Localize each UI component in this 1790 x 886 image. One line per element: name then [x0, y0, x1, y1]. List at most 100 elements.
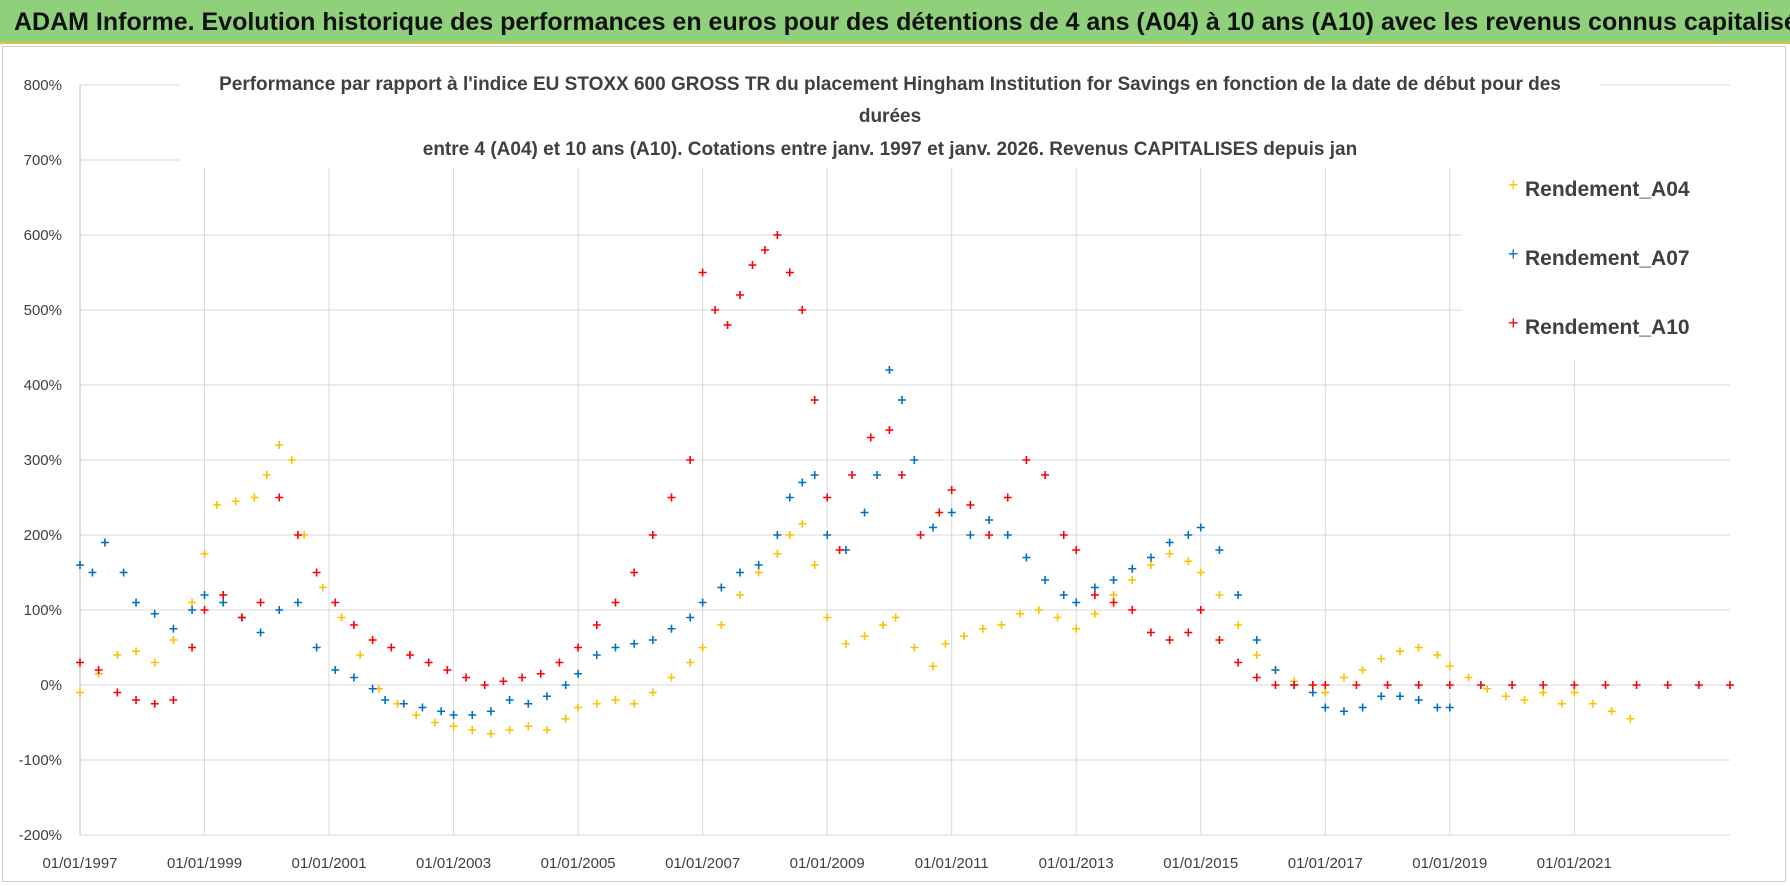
- series-rendement-a04: [76, 441, 1635, 738]
- data-point: [574, 643, 583, 652]
- data-point: [250, 493, 259, 502]
- data-point: [430, 718, 439, 727]
- data-point: [1146, 628, 1155, 637]
- data-point: [1252, 651, 1261, 659]
- data-point: [76, 658, 84, 667]
- data-point: [736, 291, 744, 299]
- data-point: [1508, 681, 1517, 689]
- data-point: [910, 643, 919, 652]
- data-point: [966, 501, 975, 509]
- data-point: [462, 673, 471, 682]
- data-point: [113, 688, 122, 697]
- y-tick-label: 500%: [24, 302, 62, 319]
- data-point: [1520, 696, 1529, 704]
- data-point: [785, 268, 794, 277]
- data-point: [1003, 493, 1012, 502]
- data-point: [555, 658, 564, 667]
- data-point: [1726, 681, 1734, 689]
- data-point: [885, 426, 894, 434]
- x-tick-label: 01/01/2001: [292, 855, 367, 872]
- data-point: [1607, 707, 1616, 716]
- data-point: [785, 493, 794, 502]
- data-point: [1321, 703, 1330, 712]
- data-point: [349, 673, 358, 682]
- data-point: [841, 639, 850, 648]
- data-point: [929, 523, 938, 532]
- data-point: [1072, 624, 1081, 633]
- data-point: [100, 538, 109, 547]
- data-point: [648, 688, 657, 697]
- legend-label-a04: Rendement_A04: [1525, 178, 1690, 201]
- data-point: [1022, 456, 1031, 464]
- data-point: [891, 613, 900, 622]
- data-point: [848, 471, 857, 479]
- data-point: [960, 632, 969, 641]
- data-point: [1352, 681, 1361, 689]
- data-point: [449, 711, 458, 719]
- y-tick-label: 800%: [24, 77, 62, 94]
- data-point: [1557, 699, 1566, 708]
- series-rendement-a07: [76, 366, 1454, 719]
- data-point: [1414, 681, 1423, 689]
- chart-frame: [2, 46, 1786, 882]
- data-point: [212, 501, 221, 509]
- x-tick-label: 01/01/2017: [1288, 855, 1363, 872]
- data-point: [293, 598, 302, 607]
- data-point: [1570, 681, 1579, 689]
- data-point: [1663, 681, 1672, 689]
- data-point: [1090, 609, 1099, 618]
- data-point: [1234, 621, 1243, 629]
- data-point: [542, 726, 551, 734]
- data-point: [897, 396, 906, 404]
- data-point: [219, 598, 228, 607]
- data-point: [200, 549, 209, 558]
- data-point: [132, 647, 141, 656]
- data-point: [1271, 681, 1280, 689]
- legend: + Rendement_A04 + Rendement_A07 + Rendem…: [1508, 175, 1690, 339]
- y-tick-label: 400%: [24, 377, 62, 394]
- data-point: [1109, 576, 1118, 584]
- data-point: [1184, 531, 1193, 539]
- data-point: [1053, 613, 1062, 622]
- data-point: [219, 591, 228, 599]
- data-point: [698, 643, 707, 652]
- data-point: [1234, 658, 1243, 667]
- data-point: [94, 666, 103, 674]
- data-point: [536, 669, 545, 678]
- data-point: [823, 493, 832, 502]
- data-point: [1483, 684, 1492, 693]
- data-point: [1539, 681, 1548, 689]
- data-point: [754, 561, 763, 569]
- x-tick-label: 01/01/1999: [167, 855, 242, 872]
- data-point: [200, 591, 209, 599]
- data-point: [686, 456, 695, 464]
- data-points: [76, 231, 1734, 738]
- data-point: [1271, 666, 1280, 674]
- data-point: [312, 568, 321, 577]
- data-point: [200, 606, 209, 614]
- data-point: [312, 643, 321, 652]
- chart-title-line-3: entre 4 (A04) et 10 ans (A10). Cotations…: [423, 139, 1357, 160]
- report-banner: ADAM Informe. Evolution historique des p…: [0, 0, 1790, 44]
- data-point: [169, 624, 178, 633]
- data-point: [1308, 688, 1317, 697]
- data-point: [1433, 703, 1442, 712]
- x-tick-label: 01/01/2003: [416, 855, 491, 872]
- data-point: [188, 606, 197, 614]
- data-point: [1308, 681, 1317, 689]
- data-point: [711, 306, 720, 314]
- x-axis: 01/01/1997 01/01/1999 01/01/2001 01/01/2003…: [42, 855, 1611, 872]
- data-point: [717, 621, 726, 629]
- data-point: [406, 651, 414, 659]
- data-point: [1109, 591, 1118, 599]
- data-point: [1377, 654, 1386, 663]
- report-title: ADAM Informe. Evolution historique des p…: [14, 8, 1790, 36]
- data-point: [823, 613, 832, 622]
- data-point: [256, 628, 265, 637]
- data-point: [823, 531, 832, 539]
- data-point: [443, 666, 452, 674]
- x-tick-label: 01/01/1997: [42, 855, 117, 872]
- data-point: [468, 711, 477, 719]
- data-point: [648, 531, 657, 539]
